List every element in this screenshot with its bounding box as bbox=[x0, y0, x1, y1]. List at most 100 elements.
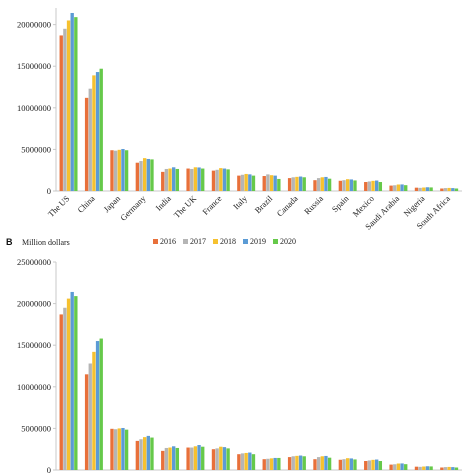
bar-2018 bbox=[219, 446, 223, 470]
bar-2020 bbox=[302, 456, 306, 470]
bar-2016 bbox=[313, 459, 317, 470]
bar-2016 bbox=[262, 459, 266, 470]
bar-2019 bbox=[324, 455, 328, 470]
bar-2019 bbox=[425, 187, 430, 191]
legend-swatch-2020 bbox=[273, 239, 278, 244]
bar-2017 bbox=[215, 169, 219, 191]
x-category-label: Germany bbox=[118, 193, 148, 223]
bar-2016 bbox=[161, 450, 165, 470]
bar-2016 bbox=[59, 35, 63, 192]
bar-2018 bbox=[244, 173, 248, 191]
bar-2020 bbox=[327, 457, 332, 470]
bar-2017 bbox=[240, 453, 245, 470]
bar-2018 bbox=[371, 459, 375, 470]
bar-2020 bbox=[175, 447, 180, 470]
y-tick-label: 0 bbox=[47, 186, 51, 196]
bar-2018 bbox=[269, 175, 274, 191]
bar-2017 bbox=[88, 88, 92, 191]
bar-2019 bbox=[121, 427, 125, 470]
bar-2017 bbox=[113, 429, 118, 470]
bar-2018 bbox=[396, 463, 401, 470]
bar-2019 bbox=[425, 466, 430, 470]
bar-2020 bbox=[201, 168, 205, 191]
bar-2018 bbox=[92, 351, 96, 470]
bar-2020 bbox=[74, 296, 78, 470]
bar-2020 bbox=[302, 177, 306, 191]
bar-2020 bbox=[99, 338, 103, 470]
bar-2020 bbox=[74, 17, 78, 192]
bar-2020 bbox=[150, 437, 154, 470]
bar-2020 bbox=[277, 457, 281, 470]
bar-2017 bbox=[367, 181, 372, 191]
bar-2018 bbox=[168, 168, 172, 191]
bar-2018 bbox=[117, 149, 121, 191]
bar-2020 bbox=[353, 180, 357, 191]
bar-2018 bbox=[193, 446, 198, 470]
bar-2016 bbox=[364, 461, 368, 470]
bar-2016 bbox=[59, 314, 63, 470]
bar-2019 bbox=[375, 459, 379, 470]
bar-2017 bbox=[63, 28, 67, 191]
bar-2016 bbox=[161, 171, 165, 191]
x-category-label: Spain bbox=[330, 193, 351, 214]
bar-2018 bbox=[345, 179, 350, 191]
bar-2018 bbox=[295, 455, 299, 470]
bar-2017 bbox=[291, 177, 295, 191]
bar-2017 bbox=[342, 459, 346, 470]
bar-2020 bbox=[378, 461, 383, 470]
bar-2016 bbox=[389, 464, 393, 470]
legend-label-2017: 2017 bbox=[190, 237, 206, 246]
bar-2016 bbox=[313, 180, 317, 191]
bar-2018 bbox=[422, 466, 426, 470]
bar-2019 bbox=[349, 458, 353, 470]
bar-2016 bbox=[110, 150, 114, 191]
y-tick-label: 20000000 bbox=[17, 20, 51, 30]
bar-2017 bbox=[418, 187, 422, 191]
bar-2019 bbox=[197, 445, 201, 470]
bar-2020 bbox=[124, 150, 129, 191]
bar-2019 bbox=[248, 174, 252, 191]
bar-2018 bbox=[193, 167, 198, 191]
bar-2019 bbox=[248, 452, 252, 470]
bar-2020 bbox=[251, 454, 256, 470]
bar-2016 bbox=[364, 182, 368, 191]
bar-2019 bbox=[121, 148, 125, 191]
y-tick-label: 20000000 bbox=[17, 299, 51, 309]
bar-2016 bbox=[338, 180, 343, 191]
bar-2020 bbox=[404, 185, 408, 191]
bar-2017 bbox=[139, 439, 143, 470]
bar-2020 bbox=[454, 188, 459, 191]
y-tick-label: 5000000 bbox=[21, 144, 51, 154]
y-tick-label: 10000000 bbox=[17, 382, 51, 392]
bar-2017 bbox=[418, 466, 422, 470]
bar-2018 bbox=[422, 187, 426, 191]
bar-2016 bbox=[237, 175, 241, 191]
bar-2018 bbox=[219, 168, 223, 191]
bar-2020 bbox=[201, 446, 205, 470]
y-tick-label: 0 bbox=[47, 465, 51, 474]
bar-2017 bbox=[316, 178, 321, 191]
bar-2020 bbox=[454, 467, 459, 470]
bar-2019 bbox=[222, 447, 227, 470]
bar-2016 bbox=[262, 176, 266, 191]
bar-2016 bbox=[287, 178, 292, 191]
bar-2020 bbox=[378, 182, 383, 191]
x-category-label: The UK bbox=[172, 193, 199, 220]
bar-2020 bbox=[429, 466, 433, 470]
bar-2016 bbox=[287, 457, 292, 470]
bar-2019 bbox=[95, 341, 100, 470]
bar-2018 bbox=[117, 428, 121, 470]
bar-2016 bbox=[84, 97, 89, 191]
bar-2016 bbox=[186, 447, 190, 470]
bar-2016 bbox=[186, 168, 190, 191]
bar-2016 bbox=[389, 185, 393, 191]
bar-2016 bbox=[135, 440, 140, 470]
bar-2020 bbox=[124, 429, 129, 470]
bar-2020 bbox=[251, 175, 256, 191]
bar-2018 bbox=[244, 452, 248, 470]
bar-2020 bbox=[226, 448, 230, 470]
bar-2018 bbox=[371, 180, 375, 191]
bar-2019 bbox=[400, 184, 404, 191]
bar-2019 bbox=[451, 188, 455, 191]
